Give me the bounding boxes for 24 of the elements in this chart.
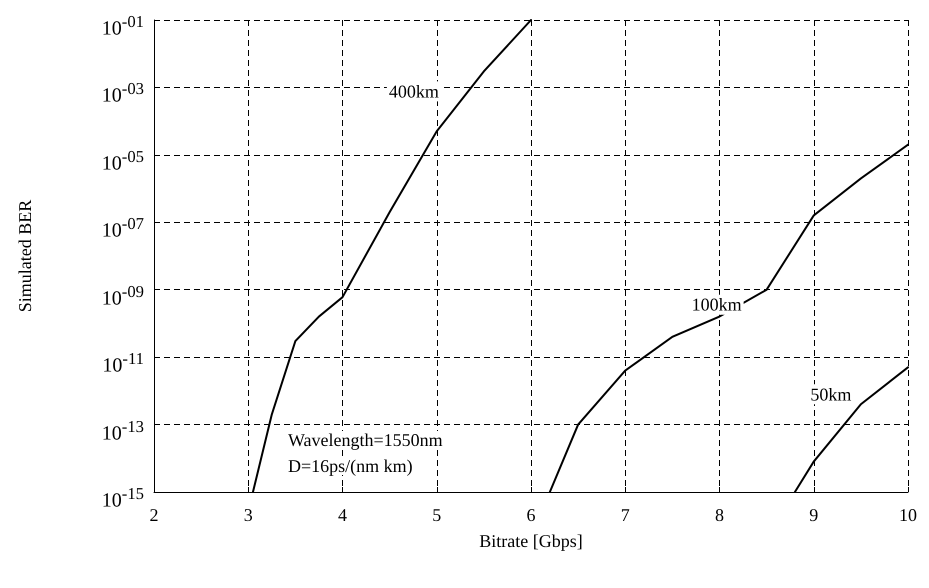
x-tick-label: 8	[715, 505, 724, 525]
x-tick-label: 9	[809, 505, 818, 525]
y-tick-label: 10$^{-07}$	[102, 214, 144, 242]
y-tick-label: 10$^{-11}$	[102, 349, 144, 377]
x-tick-label: 3	[244, 505, 253, 525]
x-axis-title: Bitrate [Gbps]	[479, 531, 583, 551]
x-tick-label: 7	[620, 505, 630, 525]
y-tick-label: 10$^{-03}$	[102, 79, 144, 108]
y-tick-label: 10$^{-15}$	[102, 484, 144, 512]
annotation: D=16ps/(nm km)	[288, 456, 413, 476]
x-tick-label: 2	[150, 505, 158, 525]
y-tick-label: 10$^{-01}$	[102, 12, 144, 40]
y-tick-label: 10$^{-05}$	[102, 146, 144, 174]
x-tick-label: 5	[432, 505, 442, 525]
x-tick-label: 6	[526, 505, 536, 525]
annotation: Wavelength=1550nm	[288, 430, 443, 450]
y-tick-label: 10$^{-09}$	[102, 282, 144, 310]
x-tick-label: 4	[338, 505, 347, 525]
series-label: 50km	[810, 384, 852, 404]
y-axis-title: Simulated BER	[15, 200, 35, 312]
series-label: 100km	[692, 294, 742, 315]
series-label: 400km	[388, 81, 439, 102]
x-tick-label: 10	[899, 505, 917, 525]
y-tick-label: 10$^{-13}$	[102, 416, 144, 444]
